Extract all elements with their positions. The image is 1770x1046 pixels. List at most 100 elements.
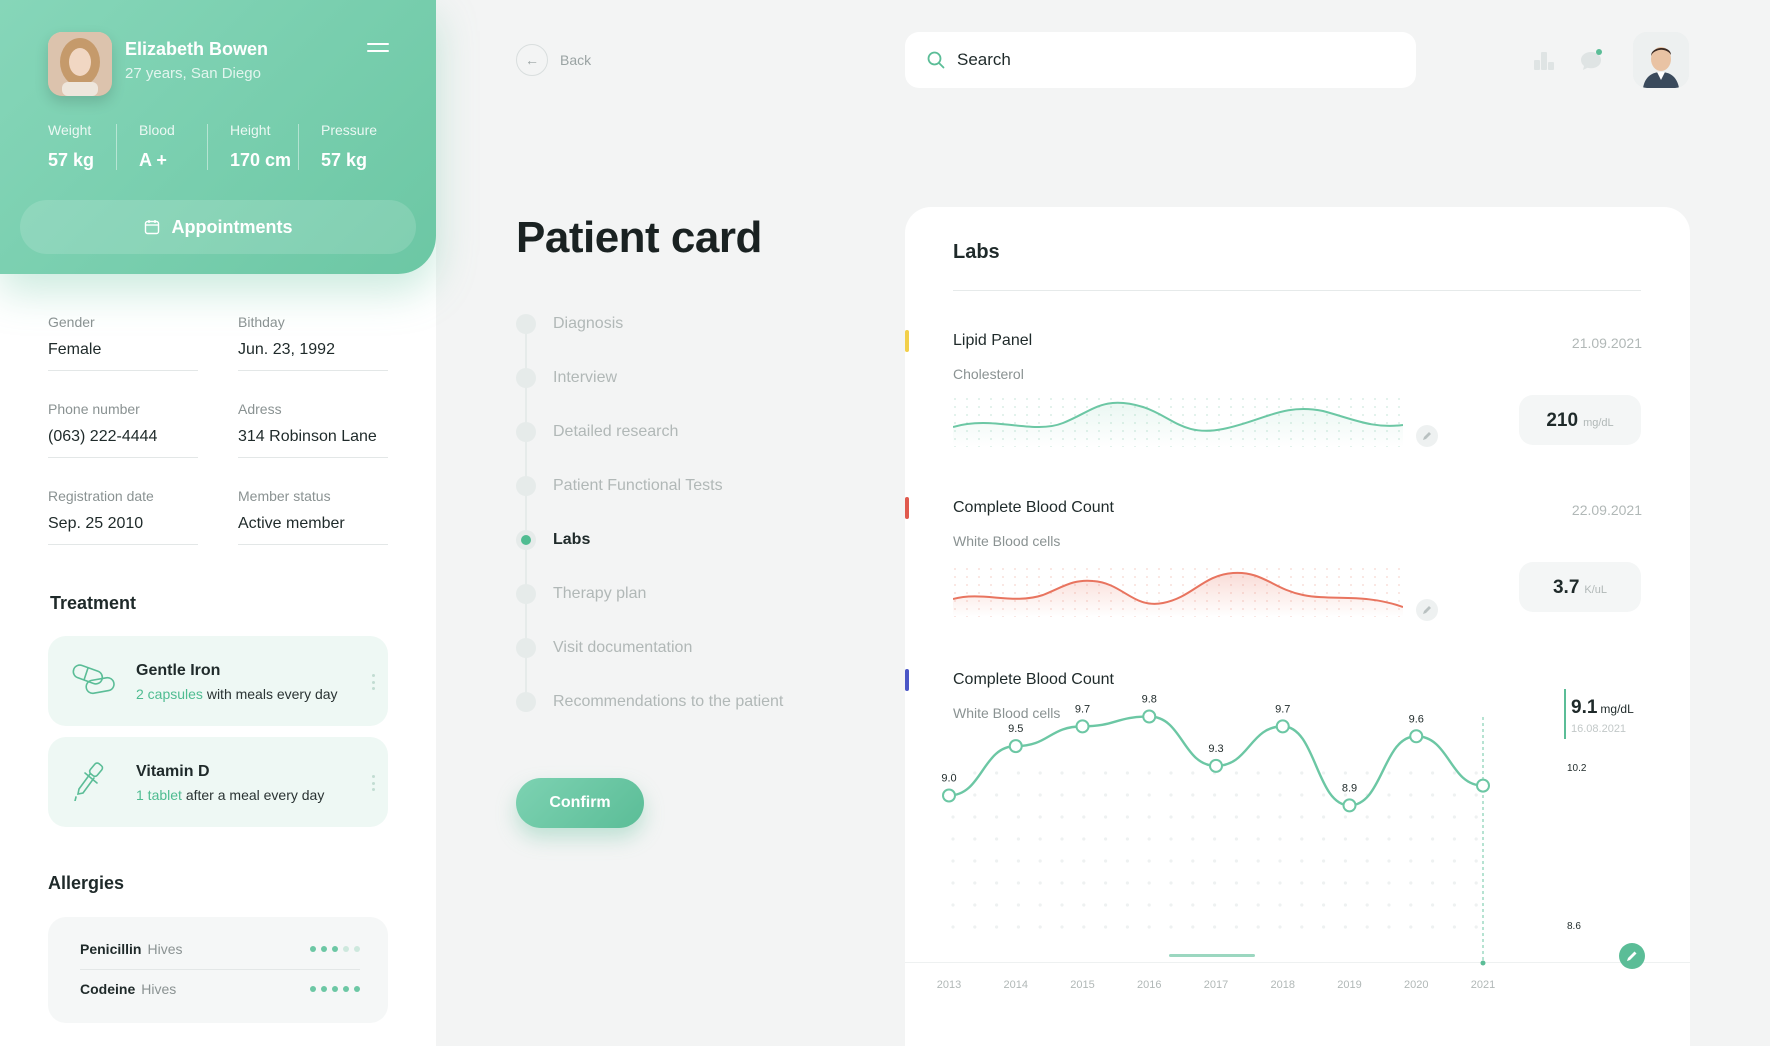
edit-chart-button[interactable] [1619,943,1645,969]
edit-icon[interactable] [1416,425,1438,447]
pencil-icon [1627,951,1637,961]
step-diagnosis[interactable]: Diagnosis [516,310,783,364]
info-label: Bithday [238,314,285,330]
stat-value: 57 kg [321,150,368,170]
info-label: Adress [238,401,282,417]
step-recommendations[interactable]: Recommendations to the patient [516,688,783,742]
appointments-label: Appointments [171,216,293,237]
info-value[interactable]: 314 Robinson Lane [238,428,388,458]
profile-card: Elizabeth Bowen 27 years, San Diego Weig… [0,0,436,274]
data-label: 9.0 [941,773,956,785]
dropper-icon [74,762,104,801]
readout-unit: mg/dL [1600,702,1634,716]
info-gender: Gender Female [48,314,198,371]
stat-pressure: Pressure 57 kg [298,122,412,171]
stat-weight: Weight 57 kg [48,122,139,171]
readout-marker [1564,689,1566,739]
info-value[interactable]: Sep. 25 2010 [48,515,198,545]
x-tick-label: 2014 [1004,979,1028,991]
allergy-reaction: Hives [147,941,183,957]
back-label: Back [560,52,592,68]
info-label: Registration date [48,488,154,504]
treatment-card[interactable]: Gentle Iron 2 capsules with meals every … [48,636,388,726]
stat-label: Weight [48,122,92,138]
lab-value-chip: 210 mg/dL [1519,395,1641,445]
allergy-row[interactable]: Codeine Hives [80,981,360,1003]
step-interview[interactable]: Interview [516,364,783,418]
step-dot [516,530,536,550]
data-label: 9.8 [1142,694,1157,706]
step-functional-tests[interactable]: Patient Functional Tests [516,472,783,526]
lab-unit: K/uL [1584,584,1608,596]
data-point[interactable] [1476,778,1490,793]
step-label: Therapy plan [553,585,647,602]
lab-color-marker [905,669,909,691]
confirm-button[interactable]: Confirm [516,778,644,828]
dosage-highlight: 1 tablet [136,787,182,803]
treatment-name: Gentle Iron [136,662,221,679]
stats-icon[interactable] [1532,48,1556,72]
step-labs[interactable]: Labs [516,526,783,580]
x-tick-label: 2018 [1271,979,1295,991]
edit-icon[interactable] [1416,599,1438,621]
back-button[interactable]: ← Back [516,44,591,76]
info-label: Phone number [48,401,140,417]
info-value[interactable]: (063) 222-4444 [48,428,198,458]
severity-dots [310,946,360,952]
step-therapy-plan[interactable]: Therapy plan [516,580,783,634]
chart-grid [951,771,1478,929]
stat-label: Blood [139,122,175,138]
lab-unit: mg/dL [1583,417,1614,429]
step-visit-documentation[interactable]: Visit documentation [516,634,783,688]
menu-icon[interactable] [367,43,389,55]
y-max-label: 10.2 [1567,763,1587,774]
allergy-row[interactable]: Penicillin Hives [80,941,360,963]
step-detailed-research[interactable]: Detailed research [516,418,783,472]
data-point[interactable] [1209,758,1223,773]
appointments-button[interactable]: Appointments [20,200,416,254]
data-point[interactable] [1275,719,1290,734]
info-value[interactable]: Active member [238,515,388,545]
info-phone: Phone number (063) 222-4444 [48,401,198,458]
treatment-card[interactable]: Vitamin D 1 tablet after a meal every da… [48,737,388,827]
data-point[interactable] [1008,739,1023,754]
chart-scroll-thumb[interactable] [1169,954,1255,957]
dosage-text: after a meal every day [181,787,325,803]
more-options-icon[interactable] [372,674,376,690]
lab-sub: White Blood cells [953,533,1061,549]
lab-date: 22.09.2021 [1571,502,1642,518]
x-tick-label: 2019 [1337,979,1361,991]
lab-color-marker [905,330,909,352]
readout-date: 16.08.2021 [1571,723,1627,735]
data-point[interactable] [1075,719,1090,734]
treatment-dosage: 1 tablet after a meal every day [136,787,324,803]
step-label: Diagnosis [553,315,624,332]
info-value[interactable]: Jun. 23, 1992 [238,341,388,371]
stat-value: A + [139,150,167,170]
lab-value-chip: 3.7 K/uL [1519,562,1641,612]
chat-icon[interactable] [1579,48,1603,72]
step-label: Visit documentation [553,639,693,656]
stat-value: 170 cm [230,150,292,170]
data-point[interactable] [1142,709,1157,724]
value-readout: 9.1 mg/dL 16.08.2021 [1564,689,1634,739]
data-point[interactable] [1409,729,1424,744]
user-avatar[interactable] [1633,32,1689,88]
stat-label: Pressure [321,122,378,138]
info-registration-date: Registration date Sep. 25 2010 [48,488,198,545]
more-options-icon[interactable] [372,775,376,791]
search-input[interactable] [957,50,1357,70]
step-label: Recommendations to the patient [553,693,784,710]
readout-value: 9.1 [1571,697,1598,718]
info-label: Gender [48,314,95,330]
search-bar[interactable] [905,32,1416,88]
data-point[interactable] [942,788,956,803]
patient-sidebar: Elizabeth Bowen 27 years, San Diego Weig… [0,0,436,1046]
x-axis [905,962,1690,963]
stat-value: 57 kg [48,150,95,170]
calendar-icon [144,220,159,235]
x-tick-label: 2015 [1070,979,1094,991]
lab-value: 3.7 [1552,577,1580,598]
data-point[interactable] [1342,798,1357,813]
info-value[interactable]: Female [48,341,198,371]
